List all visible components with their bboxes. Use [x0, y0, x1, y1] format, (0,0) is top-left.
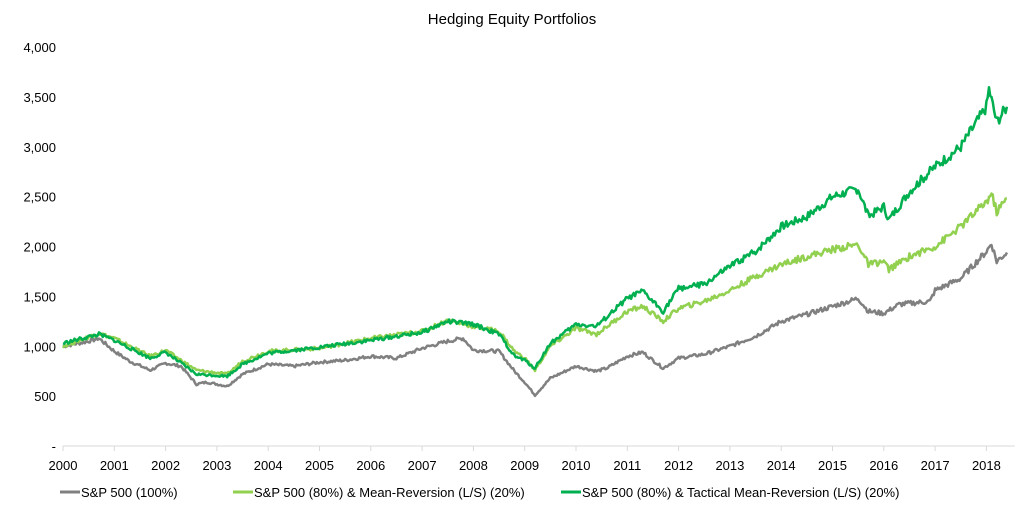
y-axis: - 500 1,000 1,500 2,000 2,500 3,000 3,500 4,000 — [23, 40, 56, 454]
x-tick-label: 2015 — [818, 458, 847, 473]
x-axis: 2000 2001 2002 2003 2004 2005 2006 2007 2008 2009… — [49, 445, 1015, 473]
x-tick-label: 2017 — [921, 458, 950, 473]
x-tick-label: 2002 — [151, 458, 180, 473]
y-tick-label: 3,000 — [23, 140, 56, 155]
x-tick-label: 2007 — [408, 458, 437, 473]
x-tick-label: 2001 — [100, 458, 129, 473]
x-tick-label: 2005 — [305, 458, 334, 473]
legend-label-1: S&P 500 (80%) & Mean-Reversion (L/S) (20… — [254, 485, 525, 500]
x-tick-label: 2003 — [202, 458, 231, 473]
chart-title: Hedging Equity Portfolios — [428, 11, 596, 28]
legend: S&P 500 (100%) S&P 500 (80%) & Mean-Rever… — [60, 485, 899, 500]
x-tick-label: 2009 — [510, 458, 539, 473]
x-tick-label: 2016 — [869, 458, 898, 473]
x-tick-label: 2010 — [562, 458, 591, 473]
plot-area — [61, 85, 1009, 398]
y-tick-label: 4,000 — [23, 40, 56, 55]
y-tick-label: 2,000 — [23, 240, 56, 255]
y-tick-label: 1,000 — [23, 339, 56, 354]
x-tick-label: 2011 — [613, 458, 641, 473]
series-line-1 — [61, 192, 1007, 376]
y-tick-label: 3,500 — [23, 90, 56, 105]
legend-label-0: S&P 500 (100%) — [81, 485, 178, 500]
x-tick-label: 2012 — [664, 458, 693, 473]
y-tick-label: - — [52, 439, 56, 454]
x-tick-label: 2008 — [459, 458, 488, 473]
x-tick-label: 2014 — [767, 458, 796, 473]
y-tick-label: 500 — [34, 389, 56, 404]
x-tick-label: 2018 — [972, 458, 1001, 473]
y-tick-label: 1,500 — [23, 289, 56, 304]
x-tick-label: 2000 — [49, 458, 78, 473]
series-line-2 — [62, 85, 1009, 379]
x-tick-label: 2004 — [254, 458, 283, 473]
legend-label-2: S&P 500 (80%) & Tactical Mean-Reversion … — [582, 485, 899, 500]
x-tick-label: 2006 — [356, 458, 385, 473]
y-tick-label: 2,500 — [23, 190, 56, 205]
series-line-0 — [62, 243, 1009, 398]
x-tick-label: 2013 — [715, 458, 744, 473]
